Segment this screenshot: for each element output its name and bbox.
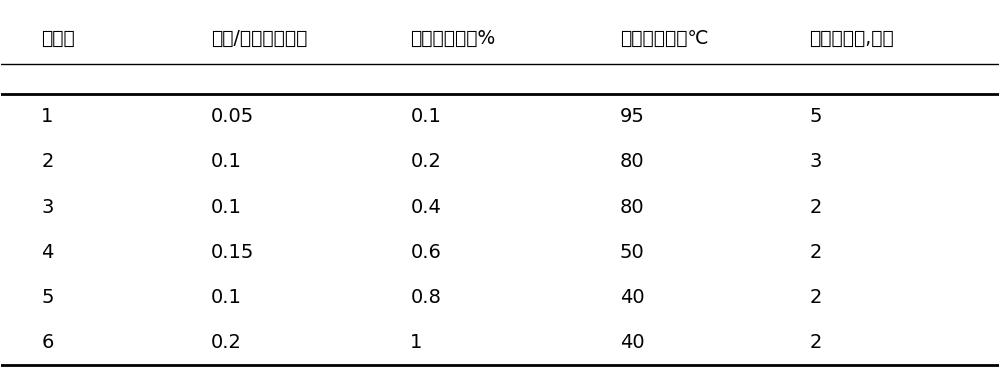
Text: 50: 50 bbox=[620, 243, 644, 262]
Text: 40: 40 bbox=[620, 333, 644, 352]
Text: 2: 2 bbox=[809, 243, 822, 262]
Text: 3: 3 bbox=[41, 197, 54, 217]
Text: 2: 2 bbox=[809, 333, 822, 352]
Text: 1: 1 bbox=[410, 333, 423, 352]
Text: 6: 6 bbox=[41, 333, 54, 352]
Text: 95: 95 bbox=[620, 107, 645, 126]
Text: 原粉/碱溶液重量比: 原粉/碱溶液重量比 bbox=[211, 29, 307, 48]
Text: 0.1: 0.1 bbox=[410, 107, 441, 126]
Text: 4: 4 bbox=[41, 243, 54, 262]
Text: 碱处理温度，℃: 碱处理温度，℃ bbox=[620, 29, 708, 48]
Text: 0.1: 0.1 bbox=[211, 153, 242, 171]
Text: 实施例: 实施例 bbox=[41, 29, 75, 48]
Text: 0.2: 0.2 bbox=[211, 333, 242, 352]
Text: 2: 2 bbox=[41, 153, 54, 171]
Text: 5: 5 bbox=[809, 107, 822, 126]
Text: 0.2: 0.2 bbox=[410, 153, 441, 171]
Text: 5: 5 bbox=[41, 288, 54, 307]
Text: 80: 80 bbox=[620, 153, 644, 171]
Text: 0.4: 0.4 bbox=[410, 197, 441, 217]
Text: 3: 3 bbox=[809, 153, 822, 171]
Text: 碱处理时间,小时: 碱处理时间,小时 bbox=[809, 29, 894, 48]
Text: 2: 2 bbox=[809, 197, 822, 217]
Text: 80: 80 bbox=[620, 197, 644, 217]
Text: 0.1: 0.1 bbox=[211, 288, 242, 307]
Text: 40: 40 bbox=[620, 288, 644, 307]
Text: 2: 2 bbox=[809, 288, 822, 307]
Text: 0.05: 0.05 bbox=[211, 107, 254, 126]
Text: 1: 1 bbox=[41, 107, 54, 126]
Text: 碱溶液浓度，%: 碱溶液浓度，% bbox=[410, 29, 496, 48]
Text: 0.1: 0.1 bbox=[211, 197, 242, 217]
Text: 0.8: 0.8 bbox=[410, 288, 441, 307]
Text: 0.6: 0.6 bbox=[410, 243, 441, 262]
Text: 0.15: 0.15 bbox=[211, 243, 254, 262]
